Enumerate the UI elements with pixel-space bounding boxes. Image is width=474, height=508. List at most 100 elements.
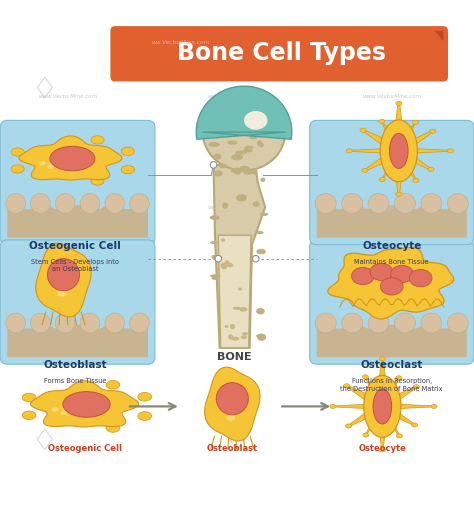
Ellipse shape [80, 194, 100, 213]
Ellipse shape [379, 119, 385, 123]
Polygon shape [402, 122, 416, 143]
Ellipse shape [22, 411, 36, 420]
Ellipse shape [60, 279, 69, 285]
Text: Bone Cell Types: Bone Cell Types [177, 41, 386, 66]
Polygon shape [365, 377, 379, 399]
Ellipse shape [244, 111, 267, 130]
Ellipse shape [221, 266, 227, 269]
Ellipse shape [63, 155, 69, 160]
Ellipse shape [258, 115, 269, 119]
Ellipse shape [219, 164, 227, 168]
Ellipse shape [373, 389, 392, 424]
Ellipse shape [252, 169, 257, 175]
Ellipse shape [76, 401, 83, 406]
Text: Osteoblast: Osteoblast [44, 361, 107, 370]
Ellipse shape [362, 375, 368, 379]
Ellipse shape [379, 177, 385, 181]
Ellipse shape [63, 155, 69, 160]
Ellipse shape [224, 262, 232, 266]
Ellipse shape [231, 337, 239, 340]
Polygon shape [317, 205, 467, 238]
Ellipse shape [315, 194, 336, 213]
Polygon shape [333, 404, 372, 409]
Polygon shape [349, 148, 389, 153]
Ellipse shape [55, 313, 75, 333]
Ellipse shape [370, 263, 393, 280]
Polygon shape [365, 414, 379, 435]
Ellipse shape [391, 140, 397, 146]
Ellipse shape [368, 194, 389, 213]
Ellipse shape [409, 269, 432, 287]
Polygon shape [7, 325, 148, 357]
Text: Osteoblast: Osteoblast [207, 444, 258, 453]
Ellipse shape [238, 288, 242, 291]
Ellipse shape [227, 263, 233, 267]
Polygon shape [402, 158, 416, 180]
Ellipse shape [55, 194, 75, 213]
Ellipse shape [379, 448, 385, 452]
Ellipse shape [208, 142, 220, 147]
Ellipse shape [216, 383, 248, 415]
Ellipse shape [105, 313, 125, 333]
Ellipse shape [394, 194, 415, 213]
Ellipse shape [80, 313, 100, 333]
Ellipse shape [220, 263, 227, 268]
FancyBboxPatch shape [0, 120, 155, 245]
Polygon shape [36, 243, 91, 317]
Polygon shape [328, 247, 454, 319]
Polygon shape [378, 417, 387, 450]
Ellipse shape [411, 423, 418, 427]
Ellipse shape [91, 177, 104, 185]
Ellipse shape [257, 334, 266, 341]
Ellipse shape [6, 194, 26, 213]
Ellipse shape [231, 155, 242, 161]
Ellipse shape [211, 255, 217, 259]
Ellipse shape [252, 115, 257, 122]
Polygon shape [394, 161, 403, 194]
Polygon shape [390, 386, 417, 404]
Polygon shape [346, 385, 375, 405]
Ellipse shape [212, 256, 222, 260]
Polygon shape [406, 153, 431, 170]
Ellipse shape [226, 415, 235, 421]
Ellipse shape [221, 238, 225, 242]
Ellipse shape [255, 334, 265, 337]
Polygon shape [205, 367, 260, 441]
Ellipse shape [60, 410, 67, 415]
Ellipse shape [390, 133, 408, 168]
Ellipse shape [235, 150, 247, 154]
Ellipse shape [447, 194, 468, 213]
Ellipse shape [76, 401, 83, 405]
Ellipse shape [106, 380, 120, 389]
Ellipse shape [431, 404, 437, 408]
Ellipse shape [232, 154, 243, 160]
Ellipse shape [210, 104, 221, 110]
Ellipse shape [225, 260, 229, 266]
Ellipse shape [203, 93, 285, 171]
Ellipse shape [253, 202, 260, 207]
Ellipse shape [233, 307, 241, 310]
Ellipse shape [401, 154, 405, 160]
Ellipse shape [11, 165, 24, 173]
Ellipse shape [22, 393, 36, 402]
Ellipse shape [352, 267, 374, 284]
Ellipse shape [57, 291, 66, 297]
Ellipse shape [47, 259, 80, 291]
Text: ww.VectorMine.com: ww.VectorMine.com [152, 40, 210, 45]
Ellipse shape [31, 194, 50, 213]
Ellipse shape [330, 404, 336, 408]
Ellipse shape [217, 132, 228, 135]
Ellipse shape [11, 148, 24, 156]
Text: www.VectorMine.com: www.VectorMine.com [362, 94, 421, 100]
Polygon shape [30, 380, 139, 427]
Ellipse shape [138, 411, 152, 421]
Ellipse shape [362, 168, 368, 173]
Ellipse shape [105, 194, 125, 213]
Ellipse shape [214, 170, 223, 176]
Polygon shape [348, 408, 375, 427]
Text: BONE: BONE [218, 352, 252, 362]
Ellipse shape [391, 265, 413, 282]
Ellipse shape [210, 274, 221, 277]
Polygon shape [377, 359, 387, 396]
Polygon shape [203, 93, 285, 348]
